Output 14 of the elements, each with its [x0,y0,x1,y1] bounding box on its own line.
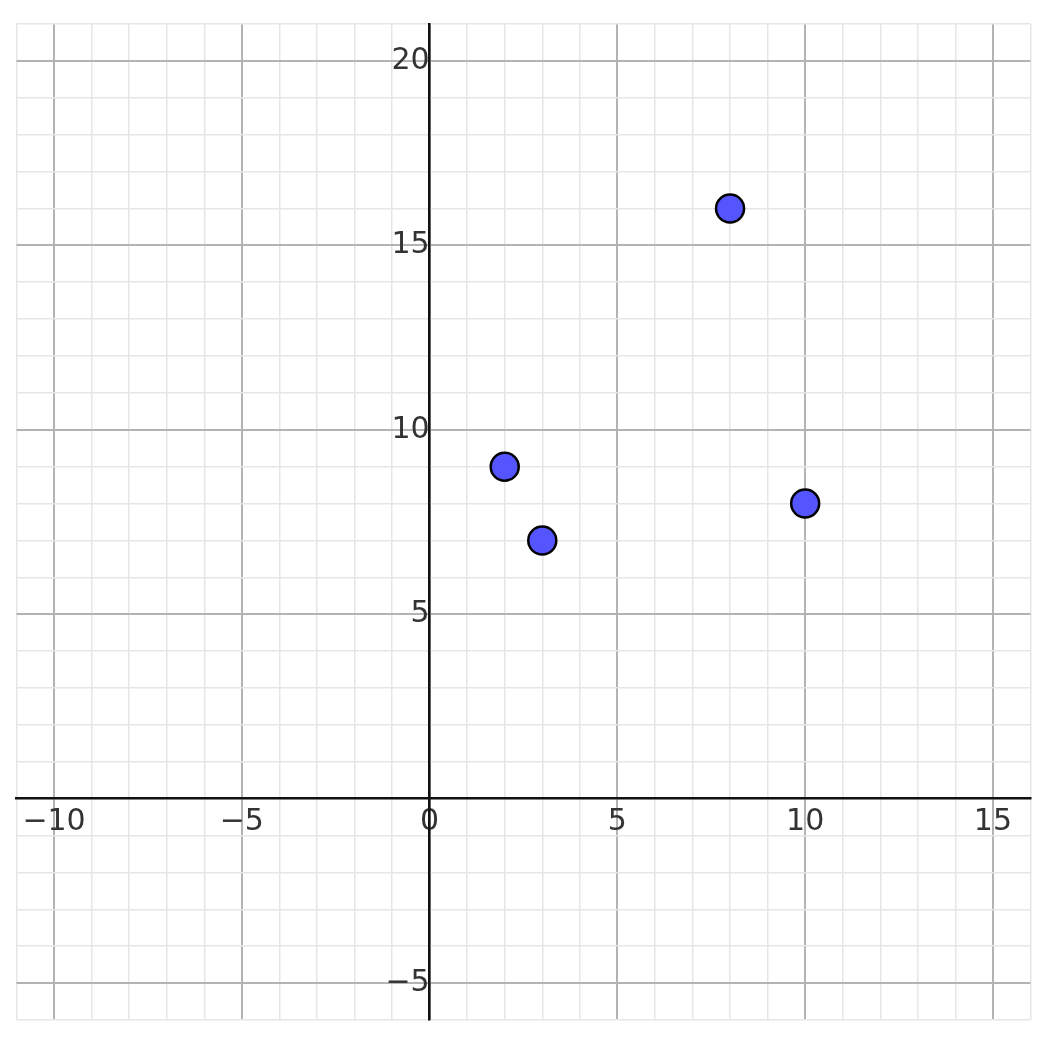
x-tick-label: 10 [786,802,825,838]
x-tick-label: 15 [973,802,1013,838]
y-tick-label: −5 [385,962,430,998]
point [527,525,558,556]
y-tick-label: 10 [391,409,430,445]
y-tick-label: 5 [410,594,430,630]
y-tick-label: 20 [391,40,430,76]
x-tick-label: 5 [607,802,627,838]
x-tick-label: −10 [22,802,86,838]
x-tick-label: −5 [219,802,264,838]
point [789,488,821,519]
point [489,451,520,482]
y-tick-label: 15 [391,225,430,261]
point [714,193,746,224]
